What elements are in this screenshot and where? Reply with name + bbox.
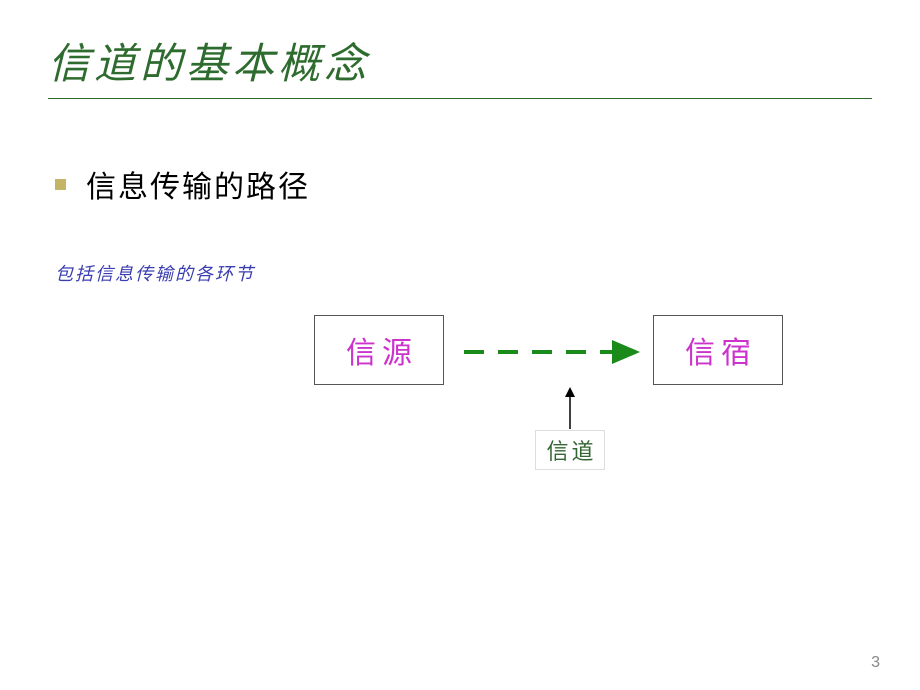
node-channel-label: 信道 bbox=[543, 434, 596, 466]
bullet-text: 信息传输的路径 bbox=[86, 162, 310, 206]
node-source-label: 信源 bbox=[340, 328, 418, 372]
node-channel: 信道 bbox=[535, 430, 605, 470]
title-divider bbox=[48, 98, 872, 99]
bullet-item: 信息传输的路径 bbox=[55, 162, 310, 206]
page-number: 3 bbox=[871, 654, 880, 672]
node-dest: 信宿 bbox=[653, 315, 783, 385]
bullet-marker-icon bbox=[55, 179, 66, 190]
node-source: 信源 bbox=[314, 315, 444, 385]
arrow-source-to-dest-icon bbox=[460, 340, 650, 366]
slide-title: 信道的基本概念 bbox=[48, 30, 872, 91]
subnote-text: 包括信息传输的各环节 bbox=[55, 260, 255, 286]
arrow-channel-pointer-icon bbox=[555, 385, 585, 433]
node-dest-label: 信宿 bbox=[679, 328, 757, 372]
